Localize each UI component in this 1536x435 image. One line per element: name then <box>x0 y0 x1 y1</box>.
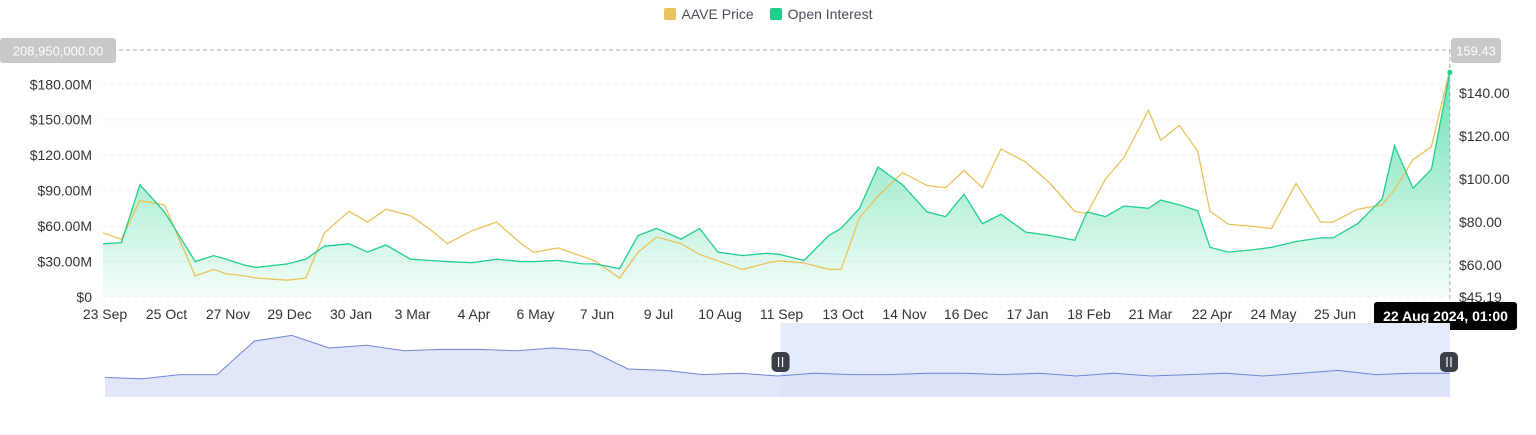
navigator-handle-right[interactable] <box>1440 352 1458 372</box>
x-tick-label: 24 May <box>1251 306 1297 322</box>
x-tick-label: 22 Apr <box>1192 306 1233 322</box>
x-axis: 23 Sep 25 Oct 27 Nov 29 Dec 30 Jan 3 Mar 4 Apr… <box>83 306 1356 322</box>
legend-label-open-interest: Open Interest <box>787 6 873 22</box>
legend-swatch-price <box>663 8 676 20</box>
legend-item-price[interactable]: AAVE Price <box>663 6 754 22</box>
x-tick-label: 17 Jan <box>1006 306 1048 322</box>
crosshair-right-label-bg <box>1451 38 1501 63</box>
crosshair-left-label-bg <box>0 38 116 63</box>
series-layer <box>102 69 1451 297</box>
y-right-tick-label: $60.00 <box>1459 257 1502 273</box>
legend: AAVE Price Open Interest <box>0 6 1536 22</box>
x-tick-label: 3 Mar <box>395 306 431 322</box>
x-tick-label: 25 Oct <box>146 306 187 322</box>
navigator-handle-left[interactable] <box>771 352 790 372</box>
navigator[interactable] <box>104 323 1458 397</box>
open-interest-line <box>102 72 1451 270</box>
x-tick-label: 18 Feb <box>1067 306 1111 322</box>
price-line <box>102 69 1451 281</box>
navigator-line <box>104 334 1450 380</box>
crosshair-right-label: 159.43 <box>1456 44 1496 59</box>
crosshair: 208,950,000.00 159.43 22 Aug 2024, 01:00 <box>0 38 1517 330</box>
x-tick-label: 16 Dec <box>944 306 988 322</box>
y-right-tick-label: $140.00 <box>1459 85 1510 101</box>
y-axis-left: $0 $30.00M $60.00M $90.00M $120.00M $150.00M $… <box>30 76 92 305</box>
date-tooltip: 22 Aug 2024, 01:00 <box>1383 308 1508 324</box>
open-interest-area <box>103 72 1450 297</box>
x-tick-label: 25 Jun <box>1314 306 1356 322</box>
y-left-tick-label: $30.00M <box>38 254 92 270</box>
x-tick-label: 30 Jan <box>330 306 372 322</box>
y-left-tick-label: $120.00M <box>30 147 92 163</box>
crosshair-left-label: 208,950,000.00 <box>13 44 103 59</box>
x-tick-label: 21 Mar <box>1129 306 1173 322</box>
y-right-tick-label: $80.00 <box>1459 214 1502 230</box>
navigator-area <box>105 335 1450 397</box>
x-tick-label: 10 Aug <box>698 306 742 322</box>
y-right-tick-label: $100.00 <box>1459 171 1510 187</box>
x-tick-label: 11 Sep <box>760 306 804 322</box>
legend-label-price: AAVE Price <box>681 6 754 22</box>
y-left-tick-label: $150.00M <box>30 112 92 128</box>
y-left-tick-label: $90.00M <box>38 183 92 199</box>
x-tick-label: 29 Dec <box>267 306 311 322</box>
y-right-tick-label: $45.19 <box>1459 289 1502 305</box>
x-tick-label: 4 Apr <box>458 306 491 322</box>
y-right-tick-label: $120.00 <box>1459 128 1510 144</box>
y-left-tick-label: $0 <box>76 289 92 305</box>
y-left-tick-label: $60.00M <box>38 218 92 234</box>
y-axis-right: $45.19 $60.00 $80.00 $100.00 $120.00 $140.00 <box>1459 85 1510 305</box>
legend-item-open-interest[interactable]: Open Interest <box>769 6 873 22</box>
x-tick-label: 13 Oct <box>822 306 863 322</box>
crosshair-point <box>1447 69 1453 75</box>
x-tick-label: 9 Jul <box>644 306 674 322</box>
x-tick-label: 6 May <box>516 306 554 322</box>
x-tick-label: 7 Jun <box>580 306 614 322</box>
x-tick-label: 27 Nov <box>206 306 250 322</box>
x-tick-label: 14 Nov <box>882 306 926 322</box>
y-left-tick-label: $180.00M <box>30 76 92 92</box>
x-tick-label: 23 Sep <box>83 306 128 322</box>
legend-swatch-open-interest <box>769 8 782 20</box>
